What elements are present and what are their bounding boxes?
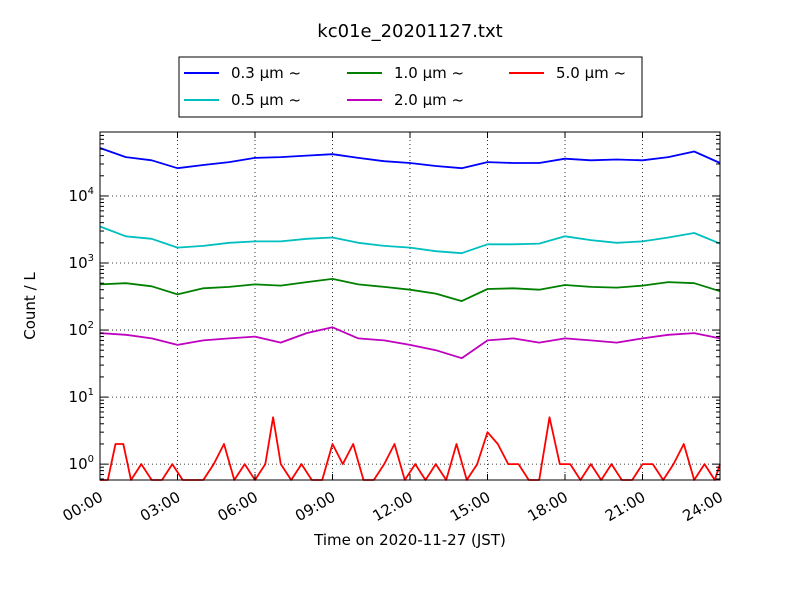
series-line-1 [99,147,721,170]
legend: 0.3 µm ~ 0.5 µm ~ 1.0 µm ~ 2.0 µm ~ 5.0 µm ~ [178,56,643,118]
series-line-2 [99,225,721,255]
x-axis-label: Time on 2020-11-27 (JST) [313,531,506,549]
legend-label: 0.5 µm ~ [231,91,301,109]
legend-box [178,56,643,118]
y-tick-label: 104 [69,186,94,205]
legend-label: 5.0 µm ~ [556,64,626,82]
legend-label: 1.0 µm ~ [394,64,464,82]
series-line-4 [99,326,721,360]
legend-label: 0.3 µm ~ [231,64,301,82]
grid [100,132,720,480]
y-axis-label: Count / L [21,272,39,340]
series-line-3 [99,277,721,303]
y-tick-label: 103 [69,253,94,272]
chart-title: kc01e_20201127.txt [317,21,502,42]
y-tick-label: 100 [69,454,94,473]
legend-label: 2.0 µm ~ [394,91,464,109]
y-tick-label: 102 [69,320,94,339]
y-tick-label: 101 [69,387,94,406]
